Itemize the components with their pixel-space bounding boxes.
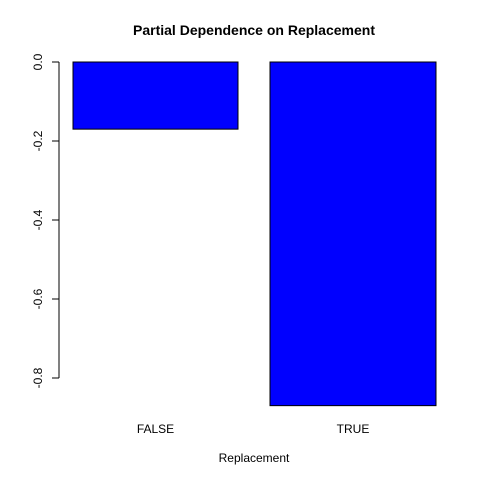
y-tick-label: -0.4 <box>31 209 45 230</box>
bars <box>72 61 437 407</box>
y-tick-label: -0.2 <box>31 130 45 151</box>
y-tick-label: -0.8 <box>31 367 45 388</box>
chart-title: Partial Dependence on Replacement <box>133 22 375 38</box>
x-axis-label: Replacement <box>219 451 290 465</box>
y-tick-label: 0.0 <box>31 53 45 70</box>
x-category-label: TRUE <box>337 422 370 436</box>
bar-false <box>72 61 239 130</box>
x-category-label: FALSE <box>137 422 174 436</box>
x-axis-category-labels: FALSE TRUE <box>137 422 370 436</box>
bar-true <box>269 61 437 407</box>
y-tick-label: -0.6 <box>31 288 45 309</box>
y-axis-ticks: 0.0 -0.2 -0.4 -0.6 -0.8 <box>31 53 59 388</box>
